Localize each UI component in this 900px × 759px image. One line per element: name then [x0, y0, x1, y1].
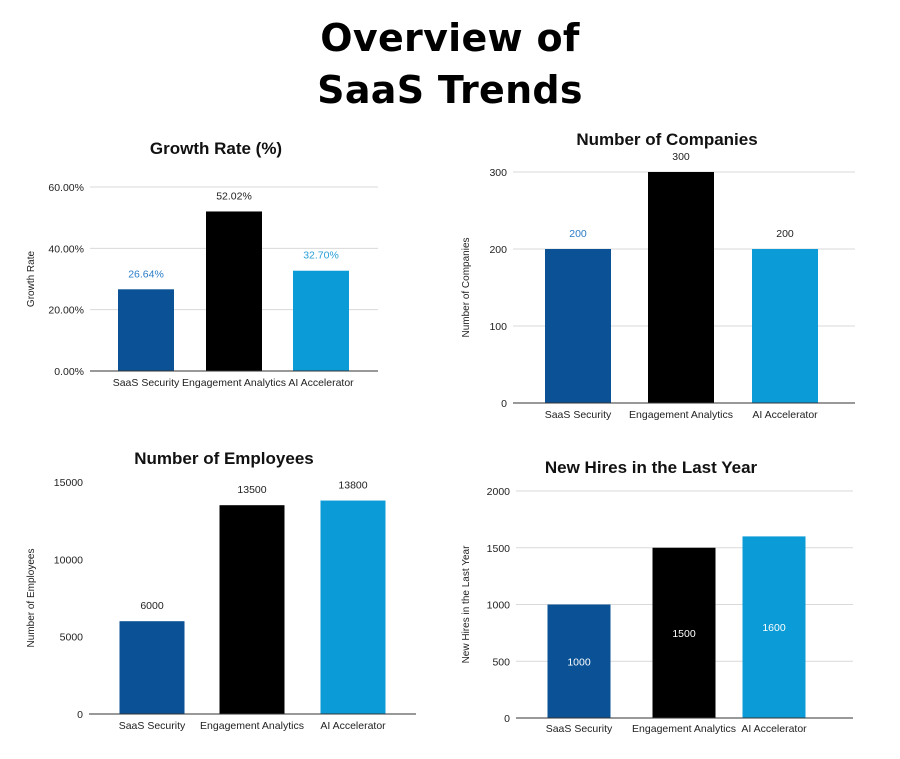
data-label-ai-accelerator: 1600 — [762, 622, 786, 634]
y-tick-label: 100 — [489, 321, 507, 333]
bar-ai-accelerator — [320, 500, 386, 714]
y-tick-label: 0 — [501, 398, 507, 410]
y-tick-label: 15000 — [54, 477, 83, 489]
bar-saas-security — [119, 621, 185, 714]
y-tick-label: 200 — [489, 244, 507, 256]
x-tick-label-ai-accelerator: AI Accelerator — [320, 720, 386, 732]
y-tick-label: 1000 — [487, 600, 511, 612]
y-tick-label: 300 — [489, 167, 507, 179]
main-title-line-1: Overview of — [320, 16, 580, 60]
data-label-ai-accelerator: 200 — [776, 228, 794, 240]
bar-saas-security — [118, 289, 174, 371]
y-tick-label: 60.00% — [48, 182, 84, 194]
y-tick-label: 20.00% — [48, 305, 84, 317]
data-label-engagement-analytics: 1500 — [672, 628, 696, 640]
bar-engagement-analytics — [219, 505, 285, 714]
chart-title: Growth Rate (%) — [150, 139, 282, 158]
x-tick-label-saas-security: SaaS Security — [113, 377, 180, 389]
x-tick-label-engagement-analytics: Engagement Analytics — [629, 409, 733, 421]
data-label-ai-accelerator: 13800 — [338, 480, 367, 492]
data-label-engagement-analytics: 300 — [672, 151, 690, 163]
x-tick-label-engagement-analytics: Engagement Analytics — [200, 720, 304, 732]
y-axis-label: Growth Rate — [26, 250, 37, 307]
y-tick-label: 0 — [504, 713, 510, 725]
x-tick-label-saas-security: SaaS Security — [545, 409, 612, 421]
x-tick-label-ai-accelerator: AI Accelerator — [741, 723, 807, 735]
y-axis-label: Number of Companies — [461, 237, 472, 337]
data-label-engagement-analytics: 52.02% — [216, 190, 252, 202]
x-tick-label-saas-security: SaaS Security — [546, 723, 613, 735]
bar-saas-security — [547, 604, 611, 718]
y-tick-label: 0.00% — [54, 366, 84, 378]
bar-ai-accelerator — [742, 536, 806, 718]
bar-ai-accelerator — [752, 249, 818, 403]
y-tick-label: 10000 — [54, 554, 83, 566]
x-tick-label-engagement-analytics: Engagement Analytics — [182, 377, 286, 389]
y-tick-label: 40.00% — [48, 243, 84, 255]
data-label-saas-security: 1000 — [567, 656, 591, 668]
y-axis-label: Number of Employees — [26, 549, 37, 648]
y-tick-label: 500 — [492, 656, 510, 668]
data-label-saas-security: 6000 — [140, 600, 164, 612]
x-tick-label-ai-accelerator: AI Accelerator — [752, 409, 818, 421]
main-title-line-2: SaaS Trends — [317, 68, 583, 112]
x-tick-label-ai-accelerator: AI Accelerator — [288, 377, 354, 389]
y-tick-label: 1500 — [487, 543, 511, 555]
data-label-engagement-analytics: 13500 — [237, 484, 266, 496]
bar-saas-security — [545, 249, 611, 403]
main-title: Overview of SaaS Trends — [0, 12, 900, 116]
chart-title: Number of Companies — [576, 130, 757, 149]
bar-engagement-analytics — [206, 211, 262, 371]
bar-engagement-analytics — [648, 172, 714, 403]
y-tick-label: 0 — [77, 709, 83, 721]
y-axis-label: New Hires in the Last Year — [461, 545, 472, 664]
y-tick-label: 2000 — [487, 486, 511, 498]
data-label-saas-security: 200 — [569, 228, 587, 240]
chart-title: New Hires in the Last Year — [545, 458, 758, 477]
data-label-saas-security: 26.64% — [128, 268, 164, 280]
x-tick-label-engagement-analytics: Engagement Analytics — [632, 723, 736, 735]
bar-engagement-analytics — [652, 547, 716, 718]
data-label-ai-accelerator: 32.70% — [303, 250, 339, 262]
chart-title: Number of Employees — [134, 449, 314, 468]
bar-ai-accelerator — [293, 270, 349, 371]
y-tick-label: 5000 — [60, 632, 84, 644]
x-tick-label-saas-security: SaaS Security — [119, 720, 186, 732]
